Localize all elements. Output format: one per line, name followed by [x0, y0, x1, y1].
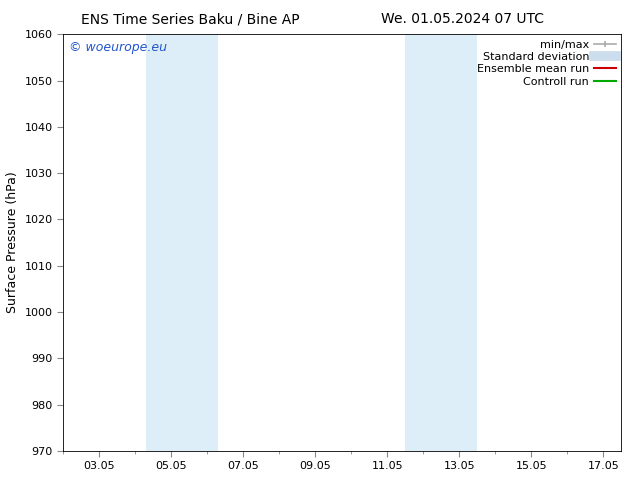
Text: © woeurope.eu: © woeurope.eu	[69, 41, 167, 53]
Bar	[146, 34, 218, 451]
Y-axis label: Surface Pressure (hPa): Surface Pressure (hPa)	[6, 172, 19, 314]
Legend: min/max, Standard deviation, Ensemble mean run, Controll run: min/max, Standard deviation, Ensemble me…	[477, 40, 616, 87]
Bar	[405, 34, 477, 451]
Text: ENS Time Series Baku / Bine AP: ENS Time Series Baku / Bine AP	[81, 12, 299, 26]
Text: We. 01.05.2024 07 UTC: We. 01.05.2024 07 UTC	[381, 12, 545, 26]
